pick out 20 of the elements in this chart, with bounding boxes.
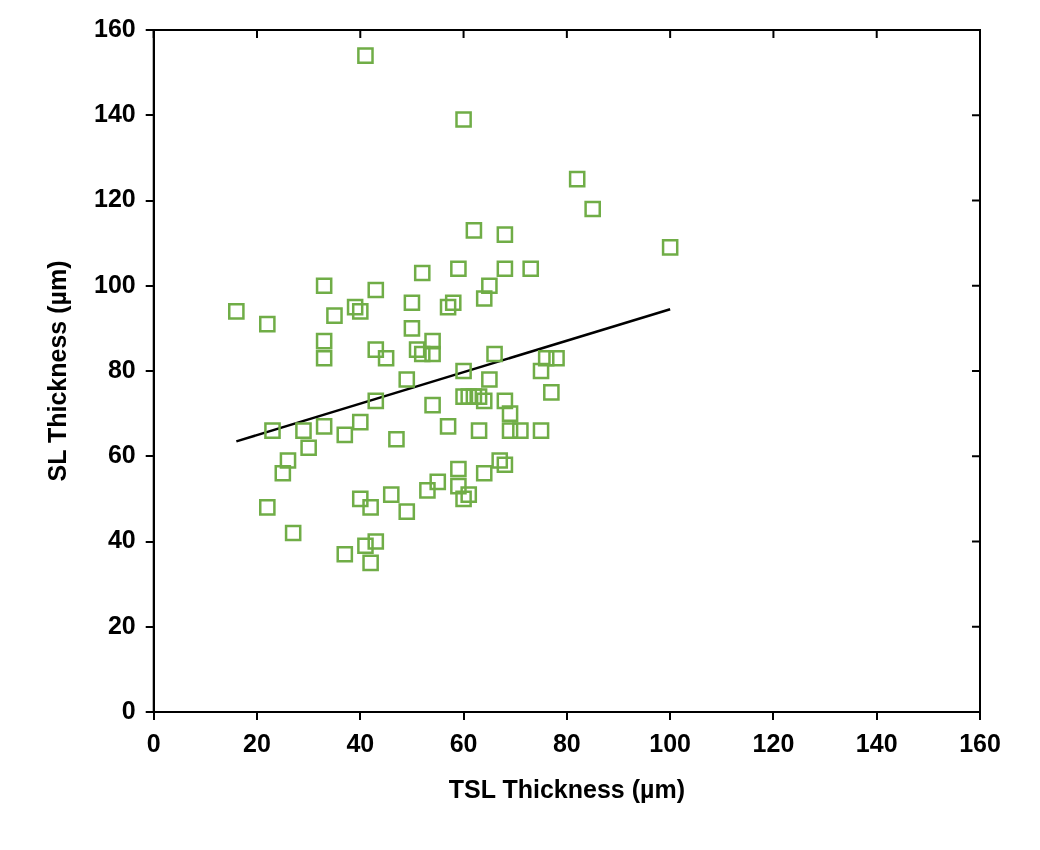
y-tick-label: 80 (107, 354, 136, 383)
y-tick-label: 20 (107, 610, 136, 639)
x-tick-label: 40 (346, 728, 375, 757)
y-tick-label: 160 (93, 13, 136, 42)
y-tick-label: 100 (93, 269, 136, 298)
y-tick-label: 40 (107, 525, 136, 554)
y-axis-title: SL Thickness (µm) (42, 260, 71, 482)
x-tick-label: 80 (552, 728, 581, 757)
y-tick-label: 60 (107, 440, 136, 469)
x-tick-label: 0 (146, 728, 161, 757)
y-tick-label: 0 (121, 695, 136, 724)
x-tick-label: 120 (752, 728, 795, 757)
x-axis-title: TSL Thickness (µm) (448, 774, 685, 803)
x-tick-label: 100 (649, 728, 691, 757)
x-tick-label: 140 (855, 728, 898, 757)
x-tick-label: 160 (959, 728, 1001, 757)
y-tick-label: 120 (93, 184, 136, 213)
x-tick-label: 20 (243, 728, 271, 757)
y-tick-label: 140 (93, 99, 136, 128)
x-tick-label: 60 (449, 728, 478, 757)
